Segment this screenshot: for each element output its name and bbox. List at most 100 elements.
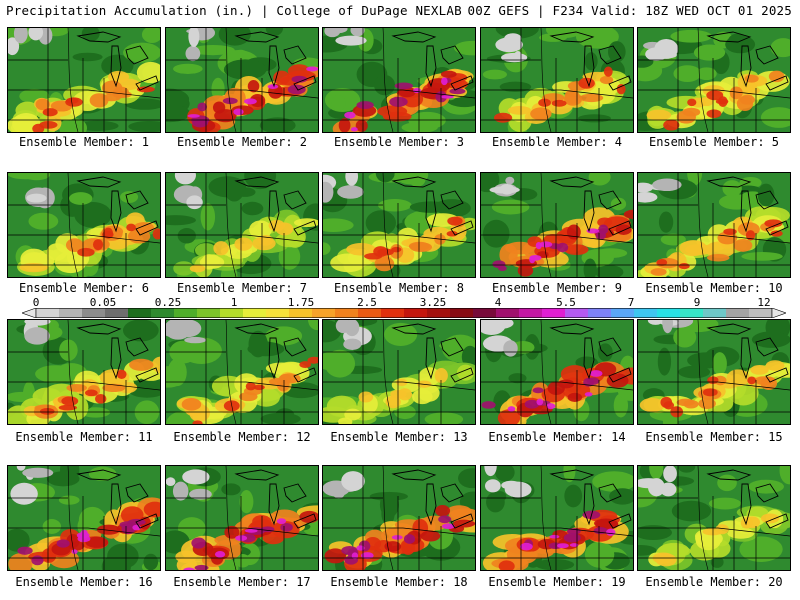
colorbar-swatch	[427, 308, 451, 318]
precip-map	[8, 28, 160, 132]
colorbar-swatch	[542, 308, 566, 318]
member-prefix: Ensemble Member:	[18, 281, 142, 295]
member-number: 4	[614, 135, 623, 149]
member-prefix: Ensemble Member:	[645, 281, 769, 295]
colorbar-tick-label: 1.75	[287, 296, 315, 309]
member-number: 16	[138, 575, 153, 589]
ensemble-member-label: Ensemble Member: 2	[163, 135, 321, 149]
member-prefix: Ensemble Member:	[173, 575, 297, 589]
member-prefix: Ensemble Member:	[15, 575, 139, 589]
precip-map	[638, 173, 790, 277]
member-prefix: Ensemble Member:	[18, 135, 142, 149]
colorbar-tick-label: 5.5	[556, 296, 576, 309]
ensemble-member-label: Ensemble Member: 13	[320, 430, 478, 444]
colorbar-swatch	[151, 308, 175, 318]
ensemble-member-map	[7, 172, 161, 278]
ensemble-member-label: Ensemble Member: 15	[635, 430, 793, 444]
colorbar-swatch	[634, 308, 658, 318]
ensemble-member-map	[637, 319, 791, 425]
chart-title: Precipitation Accumulation (in.) | Colle…	[6, 3, 462, 18]
colorbar-swatch	[450, 308, 474, 318]
member-number: 1	[141, 135, 150, 149]
ensemble-member-label: Ensemble Member: 17	[163, 575, 321, 589]
ensemble-member-map	[7, 465, 161, 571]
ensemble-member-map	[637, 465, 791, 571]
ensemble-member-map	[165, 172, 319, 278]
colorbar-swatch	[243, 308, 267, 318]
member-number: 11	[138, 430, 153, 444]
precip-colorbar	[22, 308, 786, 318]
member-prefix: Ensemble Member:	[488, 575, 612, 589]
member-number: 10	[768, 281, 783, 295]
colorbar-tick-label: 0.05	[89, 296, 117, 309]
member-number: 15	[768, 430, 783, 444]
ensemble-member-label: Ensemble Member: 10	[635, 281, 793, 295]
colorbar-swatch	[703, 308, 727, 318]
ensemble-member-map	[322, 465, 476, 571]
precip-map	[166, 28, 318, 132]
ensemble-member-label: Ensemble Member: 6	[5, 281, 163, 295]
colorbar-swatch	[266, 308, 290, 318]
ensemble-member-label: Ensemble Member: 8	[320, 281, 478, 295]
colorbar-tick-label: 12	[757, 296, 771, 309]
ensemble-member-map	[7, 319, 161, 425]
colorbar-swatch	[404, 308, 428, 318]
colorbar-swatch	[496, 308, 520, 318]
member-prefix: Ensemble Member:	[491, 135, 615, 149]
ensemble-member-map	[165, 319, 319, 425]
member-number: 13	[453, 430, 468, 444]
colorbar-tick-label: 7	[627, 296, 635, 309]
colorbar-swatch	[565, 308, 589, 318]
ensemble-member-map	[637, 27, 791, 133]
ensemble-member-map	[480, 465, 634, 571]
colorbar-swatch	[657, 308, 681, 318]
ensemble-member-map	[637, 172, 791, 278]
colorbar-swatch	[220, 308, 244, 318]
member-prefix: Ensemble Member:	[15, 430, 139, 444]
colorbar-swatch	[611, 308, 635, 318]
ensemble-member-label: Ensemble Member: 20	[635, 575, 793, 589]
ensemble-member-label: Ensemble Member: 3	[320, 135, 478, 149]
member-number: 18	[453, 575, 468, 589]
precip-map	[638, 28, 790, 132]
member-number: 12	[296, 430, 311, 444]
precip-map	[323, 320, 475, 424]
precip-map	[638, 466, 790, 570]
member-number: 2	[299, 135, 308, 149]
colorbar-swatch	[82, 308, 106, 318]
precip-map	[8, 320, 160, 424]
precip-map	[8, 173, 160, 277]
ensemble-member-label: Ensemble Member: 1	[5, 135, 163, 149]
precip-map	[166, 466, 318, 570]
ensemble-member-label: Ensemble Member: 18	[320, 575, 478, 589]
member-prefix: Ensemble Member:	[491, 281, 615, 295]
colorbar-swatch	[128, 308, 152, 318]
colorbar-swatch	[473, 308, 497, 318]
member-number: 19	[611, 575, 626, 589]
member-prefix: Ensemble Member:	[645, 575, 769, 589]
ensemble-member-label: Ensemble Member: 4	[478, 135, 636, 149]
ensemble-member-map	[480, 319, 634, 425]
colorbar-tick-label: 3.25	[419, 296, 447, 309]
model-run-info: 00Z GEFS | F234 Valid: 18Z WED OCT 01 20…	[467, 3, 792, 18]
ensemble-member-label: Ensemble Member: 7	[163, 281, 321, 295]
ensemble-member-map	[165, 465, 319, 571]
colorbar-swatch	[358, 308, 382, 318]
ensemble-member-label: Ensemble Member: 14	[478, 430, 636, 444]
colorbar-swatch	[519, 308, 543, 318]
member-number: 8	[456, 281, 465, 295]
ensemble-member-label: Ensemble Member: 9	[478, 281, 636, 295]
precip-map	[323, 28, 475, 132]
colorbar-swatch	[726, 308, 750, 318]
precip-map	[8, 466, 160, 570]
member-number: 9	[614, 281, 623, 295]
member-number: 14	[611, 430, 626, 444]
ensemble-member-map	[322, 319, 476, 425]
member-prefix: Ensemble Member:	[176, 281, 300, 295]
colorbar-tick-label: 0	[32, 296, 40, 309]
member-prefix: Ensemble Member:	[176, 135, 300, 149]
ensemble-member-label: Ensemble Member: 12	[163, 430, 321, 444]
precip-map	[323, 466, 475, 570]
precip-map	[481, 320, 633, 424]
colorbar-arrow-right	[771, 308, 786, 318]
